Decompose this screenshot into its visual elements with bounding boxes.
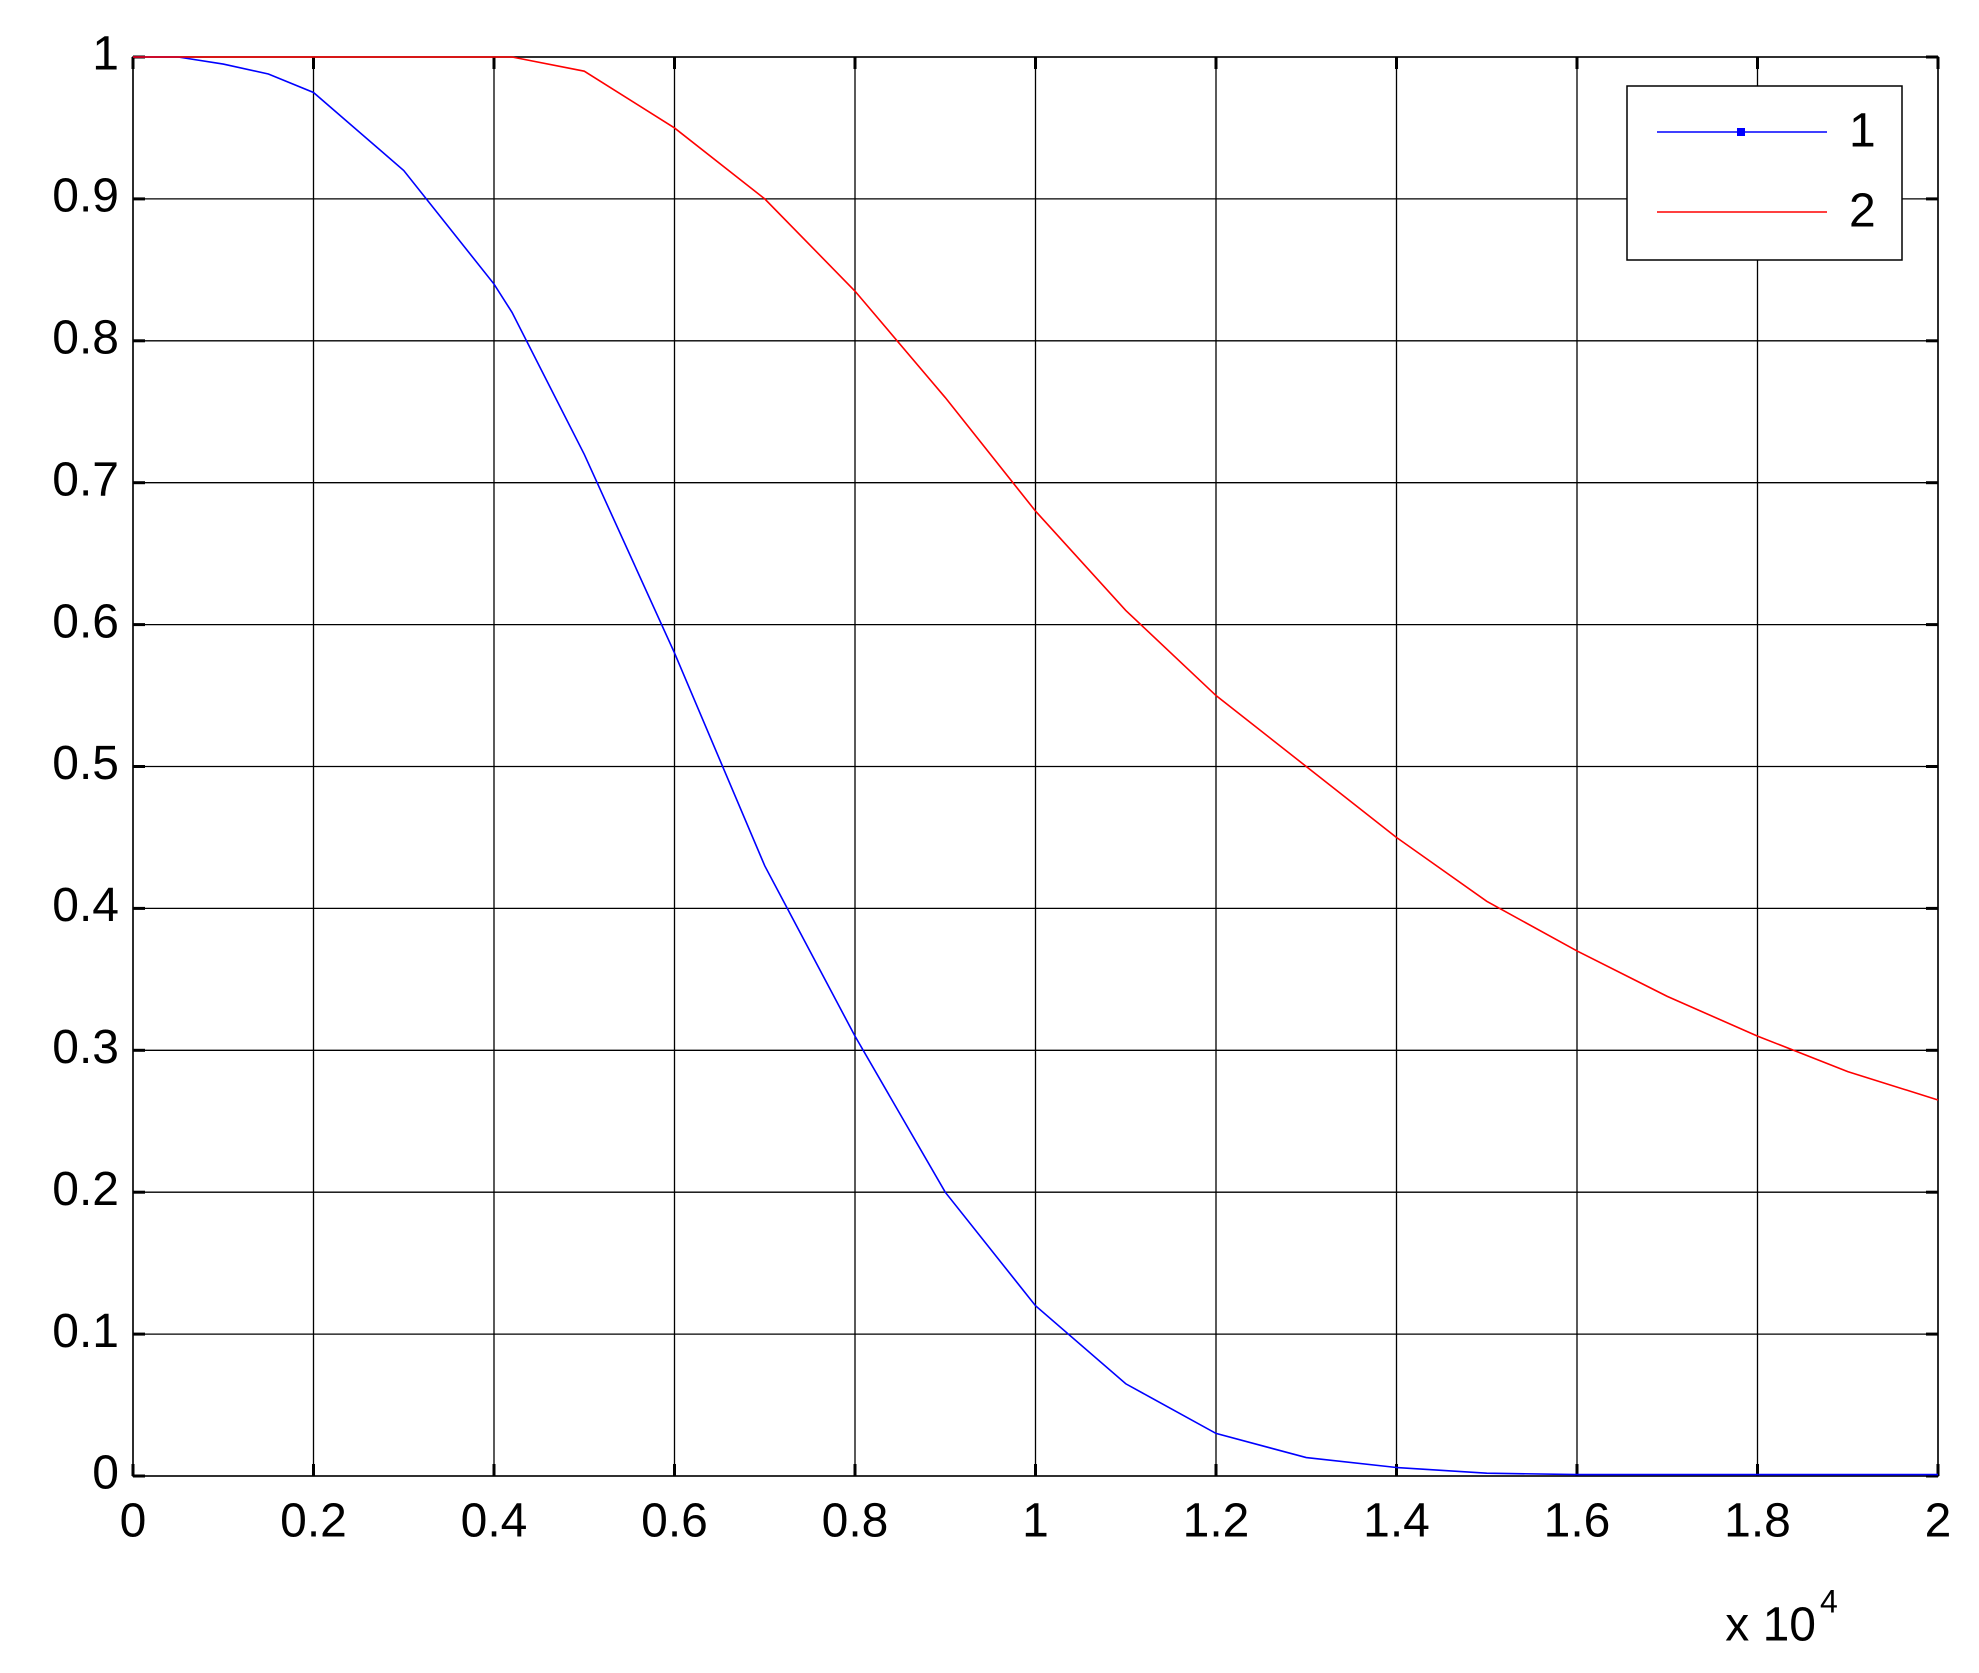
legend-marker — [1737, 128, 1745, 136]
y-tick-label: 0.1 — [52, 1305, 119, 1358]
x-multiplier-exponent: 4 — [1820, 1583, 1838, 1619]
x-tick-label: 0.8 — [822, 1495, 889, 1548]
plot-frame — [132, 56, 1939, 1477]
y-tick-label: 0.8 — [52, 311, 119, 364]
series-line — [133, 56, 1938, 1476]
x-tick-label: 2 — [1925, 1495, 1952, 1548]
x-tick-label: 0 — [120, 1495, 147, 1548]
y-tick-label: 1 — [92, 28, 119, 81]
x-multiplier: x 10 — [1725, 1599, 1816, 1652]
x-tick-label: 1 — [1022, 1495, 1049, 1548]
x-tick-label: 0.2 — [280, 1495, 347, 1548]
legend-box — [1626, 85, 1903, 261]
y-tick-label: 0.7 — [52, 453, 119, 506]
legend-label: 1 — [1849, 105, 1876, 158]
x-tick-label: 0.6 — [641, 1495, 708, 1548]
y-tick-label: 0.2 — [52, 1163, 119, 1216]
y-tick-label: 0.5 — [52, 737, 119, 790]
x-tick-label: 1.8 — [1724, 1495, 1791, 1548]
y-tick-label: 0.4 — [52, 879, 119, 932]
y-tick-label: 0 — [92, 1447, 119, 1500]
x-tick-label: 0.4 — [461, 1495, 528, 1548]
y-tick-label: 0.9 — [52, 170, 119, 223]
x-tick-label: 1.4 — [1363, 1495, 1430, 1548]
series-line — [133, 56, 1939, 1101]
x-tick-label: 1.2 — [1183, 1495, 1250, 1548]
y-tick-label: 0.6 — [52, 595, 119, 648]
x-tick-label: 1.6 — [1544, 1495, 1611, 1548]
legend-label: 2 — [1849, 185, 1876, 238]
y-tick-label: 0.3 — [52, 1021, 119, 1074]
